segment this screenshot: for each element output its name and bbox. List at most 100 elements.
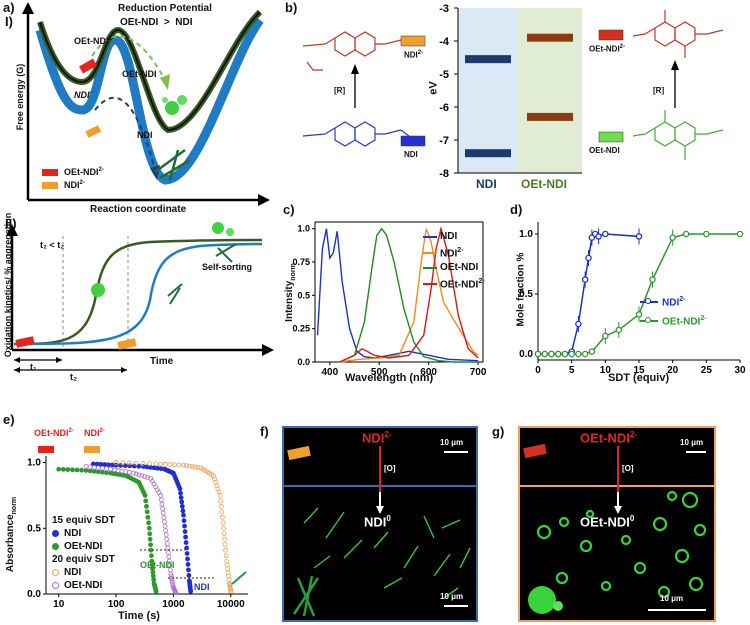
- c-series-line: [339, 228, 479, 363]
- legend-a-text-1: OEt-NDI2-: [64, 167, 104, 177]
- e-point: [195, 464, 201, 470]
- e-point: [160, 506, 165, 511]
- e-point: [185, 562, 191, 567]
- e-ytick-label: 1.0: [27, 458, 41, 469]
- e-point: [222, 542, 228, 548]
- c-xtick-label: 700: [470, 367, 487, 378]
- e-point: [87, 468, 93, 474]
- label-ndi-left: NDI: [404, 150, 418, 159]
- c-ytick-label: 0.5: [297, 290, 310, 300]
- legend-swatch: [423, 267, 437, 270]
- e-item-3: NDI: [52, 566, 115, 579]
- e-point: [216, 489, 222, 495]
- b-tick-label: -6: [439, 102, 449, 114]
- micrograph-g: OEt-NDI2- [O] OEt-NDI0 10 μm 10 μm: [518, 426, 716, 622]
- f-scale2: 10 μm: [440, 592, 464, 601]
- t-compare: t₂ < t₂: [40, 240, 65, 250]
- energy-level-bar: [465, 149, 511, 158]
- d-legend: NDI2- OEt-NDI2-: [640, 292, 707, 331]
- e-point: [111, 467, 117, 473]
- e-point: [186, 567, 191, 573]
- energy-level-bar: [527, 33, 573, 42]
- e-xtick-label: 100: [108, 599, 125, 610]
- e-point: [179, 499, 185, 505]
- g-scale2: 10 μm: [660, 594, 684, 603]
- e-point: [133, 471, 139, 477]
- panel-e-label: e): [3, 412, 15, 427]
- e-point: [79, 467, 84, 473]
- panel-a-sub-II: II): [5, 216, 17, 231]
- e-point: [127, 460, 132, 466]
- e-point: [220, 520, 226, 526]
- title-line1: Reduction Potential: [118, 3, 212, 14]
- b-tick-label: -3: [439, 3, 449, 15]
- d-point: [581, 276, 589, 283]
- c-ylabel: Intensitynorm: [283, 263, 297, 322]
- c-legend-item-3: OEt-NDI: [423, 261, 485, 275]
- title-line2: OEt-NDI > NDI: [120, 17, 193, 28]
- e-point: [214, 483, 220, 488]
- e-point: [153, 588, 159, 594]
- x-axis-reaction: Reaction coordinate: [90, 204, 187, 215]
- d-point: [575, 320, 582, 328]
- e-point: [181, 512, 186, 518]
- e-point: [167, 462, 173, 467]
- legend-a-text-2: NDI2-: [64, 180, 85, 190]
- e-point: [56, 466, 62, 472]
- e-point: [104, 466, 109, 472]
- e-point: [162, 519, 167, 525]
- e-point: [147, 531, 153, 537]
- d-point: [669, 234, 676, 241]
- panel-f: f) NDI2- [O] NDI0 10 μm 10: [256, 418, 484, 625]
- e-point: [95, 469, 101, 475]
- c-legend-item-4: OEt-NDI2-: [423, 275, 485, 292]
- c-legend-text-4: OEt-NDI2-: [440, 278, 485, 291]
- e-group2: 20 equiv SDT: [52, 554, 115, 565]
- e-legend: 15 equiv SDT NDI OEt-NDI 20 equiv SDT ND…: [52, 514, 115, 592]
- e-point: [144, 503, 149, 509]
- g-top-text: OEt-NDI2-: [580, 430, 637, 446]
- e-point: [147, 461, 152, 467]
- e-point: [183, 463, 189, 469]
- e-point: [182, 529, 188, 534]
- e-item-2: OEt-NDI: [52, 540, 115, 553]
- legend-a-item-1: OEt-NDI2-: [42, 167, 104, 177]
- d-point: [561, 350, 569, 358]
- e-point: [163, 532, 169, 538]
- d-xtick-label: 20: [667, 365, 679, 376]
- e-point: [158, 461, 164, 467]
- c-legend: NDI NDI2- OEt-NDI OEt-NDI2-: [423, 230, 485, 293]
- d-ytick-label: 0.0: [519, 349, 533, 360]
- d-legend-item-1: NDI2-: [640, 292, 707, 311]
- d-point: [554, 350, 562, 358]
- e-point: [166, 558, 172, 564]
- d-point: [682, 230, 690, 238]
- legend-marker: [640, 316, 658, 323]
- fibres-image: [284, 445, 476, 617]
- e-point: [145, 475, 151, 480]
- e-point: [162, 461, 168, 467]
- d-ytick-label: 1.0: [519, 229, 533, 240]
- e-point: [99, 469, 105, 475]
- e-point: [183, 534, 188, 540]
- e-ylabel: Absorbancenorm: [5, 496, 19, 573]
- e-point: [167, 563, 173, 568]
- panel-b: b) -3 -4 -5 -6 -7 -8: [283, 0, 750, 200]
- e-point: [182, 523, 187, 529]
- e-inner-ndi: NDI: [194, 582, 210, 592]
- legend-a-item-2: NDI2-: [42, 180, 104, 190]
- legend-marker: [640, 297, 658, 304]
- d-point: [575, 350, 582, 358]
- e-point: [136, 472, 142, 478]
- e-point: [146, 525, 152, 531]
- e-point: [102, 462, 108, 467]
- d-point: [703, 230, 710, 238]
- e-point: [169, 576, 175, 582]
- e-point: [146, 520, 151, 526]
- e-point: [159, 501, 165, 507]
- e-inner-oetndi: OEt-NDI: [140, 560, 175, 570]
- e-point: [83, 468, 89, 473]
- e-point: [184, 551, 190, 556]
- d-point: [649, 276, 656, 283]
- r-arrow-left: [R]: [334, 86, 346, 95]
